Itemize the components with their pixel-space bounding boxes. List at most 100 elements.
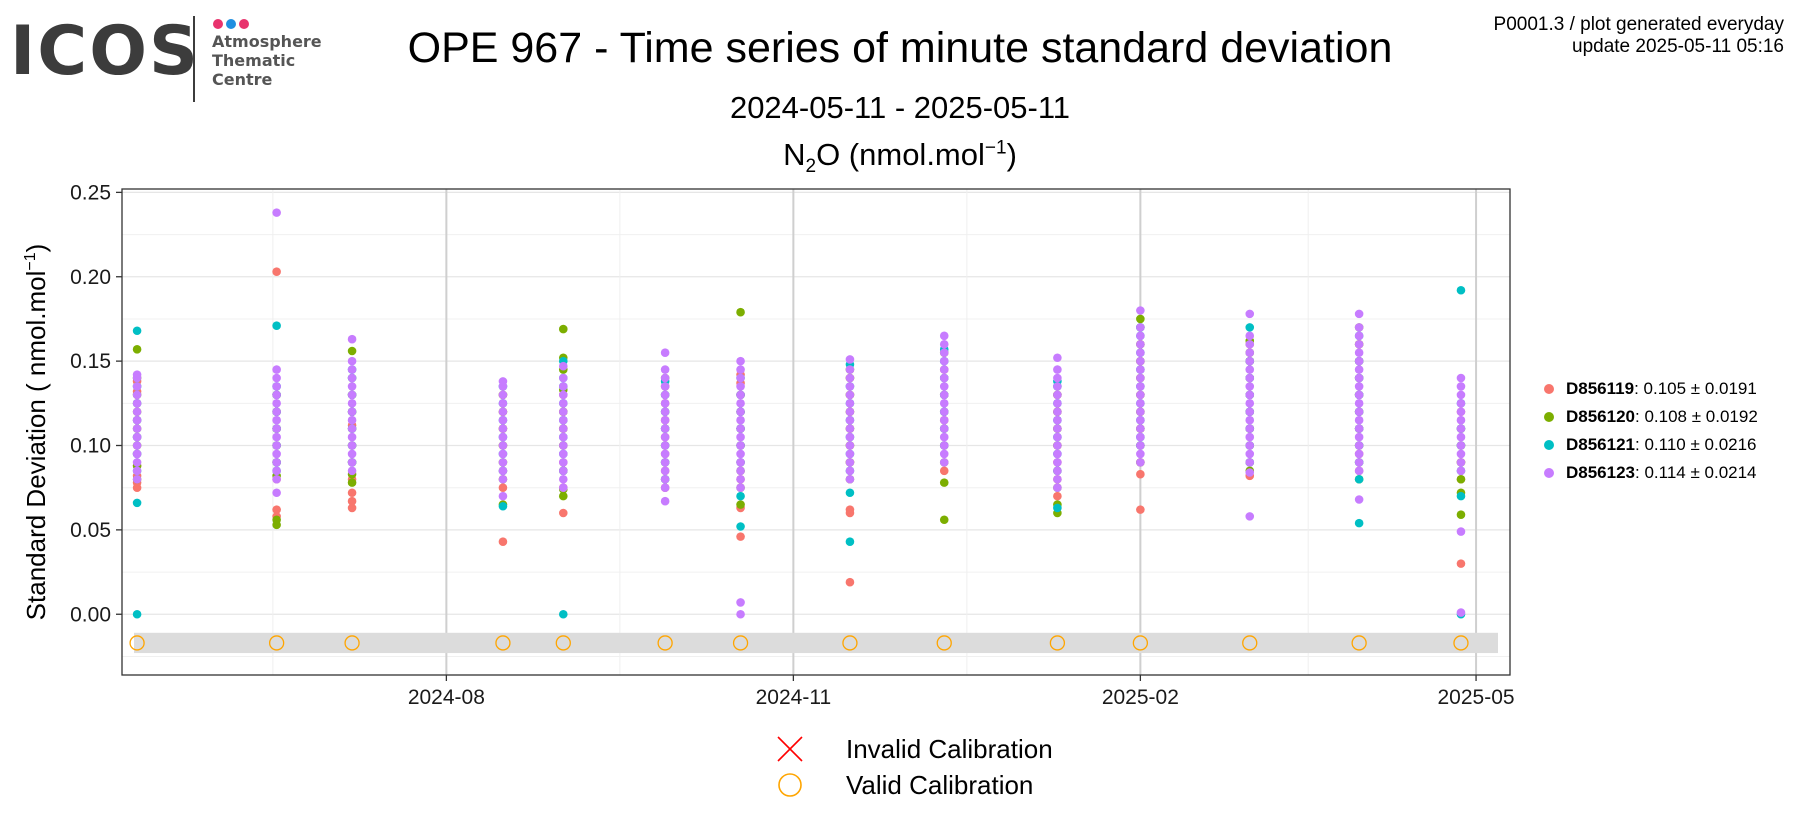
data-point-d856123 [939,432,949,442]
data-point-d856121 [845,537,855,546]
legend-id-d856119: D856119 [1566,379,1635,398]
data-point-d856123 [736,474,745,484]
data-point-d856120 [1456,510,1466,519]
data-point-d856123 [660,441,670,450]
data-point-d856121 [1354,518,1364,528]
data-point-d856123 [736,373,745,383]
valid-calibration-marker [1049,635,1066,651]
data-point-d856120 [347,346,357,356]
data-point-d856123 [1136,331,1145,341]
data-point-d856123 [660,496,670,506]
data-point-d856123 [845,355,855,364]
data-point-d856123 [132,466,142,476]
species-main: N [783,137,806,172]
species-label: N2O (nmol.mol−1) [0,137,1800,178]
data-point-d856121 [736,491,745,501]
data-point-d856120 [347,478,357,487]
data-point-d856123 [845,449,855,459]
data-point-d856123 [1053,373,1062,383]
legend-dot-d856121 [1544,440,1554,450]
data-point-d856123 [1136,407,1145,417]
data-point-d856123 [1245,382,1255,391]
data-point-d856123 [498,466,508,476]
data-point-d856123 [939,458,949,467]
data-point-d856123 [1053,415,1062,425]
legend-id-d856121: D856121 [1566,435,1636,454]
data-point-d856121 [1456,285,1466,295]
data-point-d856123 [736,466,745,476]
data-point-d856123 [558,441,568,450]
data-point-d856123 [736,365,745,374]
data-point-d856119 [347,488,357,498]
data-point-d856123 [939,331,949,341]
calibration-band [134,632,1498,654]
data-point-d856123 [1456,527,1466,536]
data-point-d856123 [660,382,670,391]
data-point-d856123 [939,339,949,349]
data-point-d856123 [1053,382,1062,391]
data-point-d856123 [1245,441,1255,450]
data-point-d856123 [845,407,855,417]
valid-calibration-marker [344,635,360,651]
data-point-d856123 [132,441,142,450]
y-tick-label: 0.00 [70,603,111,626]
data-point-d856123 [660,424,670,433]
calibration-legend: Invalid Calibration Valid Calibration [770,731,1053,803]
data-point-d856123 [845,458,855,467]
data-point-d856123 [939,399,949,408]
data-point-d856123 [939,348,949,357]
data-point-d856123 [1136,373,1145,383]
data-point-d856123 [132,382,142,391]
data-point-d856123 [1053,474,1062,484]
data-point-d856123 [498,449,508,459]
data-point-d856123 [1245,390,1255,400]
data-point-d856123 [1354,466,1364,476]
data-point-d856119 [1136,505,1145,514]
data-point-d856123 [845,390,855,400]
y-tick-label: 0.15 [70,350,111,373]
data-point-d856123 [558,361,568,371]
data-point-d856123 [498,407,508,417]
data-point-d856123 [132,399,142,408]
x-tick-label: 2025-05 [1438,686,1515,709]
data-point-d856123 [736,407,745,417]
data-point-d856123 [939,449,949,459]
data-point-d856119 [498,537,508,546]
data-point-d856123 [558,458,568,467]
data-point-d856123 [1053,483,1062,492]
data-point-d856123 [1053,449,1062,459]
data-point-d856123 [845,466,855,476]
data-point-d856123 [272,208,281,217]
logo-dot-1 [213,19,223,29]
data-point-d856123 [1053,390,1062,400]
data-point-d856119 [1053,491,1062,501]
data-point-d856123 [939,407,949,417]
data-point-d856121 [498,501,508,511]
data-point-d856123 [1354,356,1364,366]
data-point-d856121 [1456,491,1466,501]
data-point-d856123 [1245,373,1255,383]
data-point-d856123 [1354,415,1364,425]
data-point-d856123 [1354,348,1364,357]
data-point-d856123 [1456,432,1466,442]
data-point-d856123 [736,424,745,433]
data-point-d856123 [558,449,568,459]
data-point-d856121 [1354,474,1364,484]
data-point-d856123 [736,382,745,391]
data-point-d856123 [1245,365,1255,374]
data-point-d856123 [347,407,357,417]
valid-calibration-marker [1242,635,1258,651]
valid-calibration-marker [495,635,511,651]
legend-item-d856121: D856121: 0.110 ± 0.0216 [1540,431,1758,459]
data-point-d856123 [1354,382,1364,391]
valid-calibration-marker [1453,635,1469,651]
logo-dot-3 [239,19,249,29]
data-point-d856123 [272,488,281,498]
data-point-d856123 [347,432,357,442]
data-point-d856123 [272,373,281,383]
data-point-d856123 [347,424,357,433]
data-point-d856123 [132,424,142,433]
data-point-d856123 [845,432,855,442]
data-point-d856123 [1456,407,1466,417]
data-point-d856123 [939,441,949,450]
